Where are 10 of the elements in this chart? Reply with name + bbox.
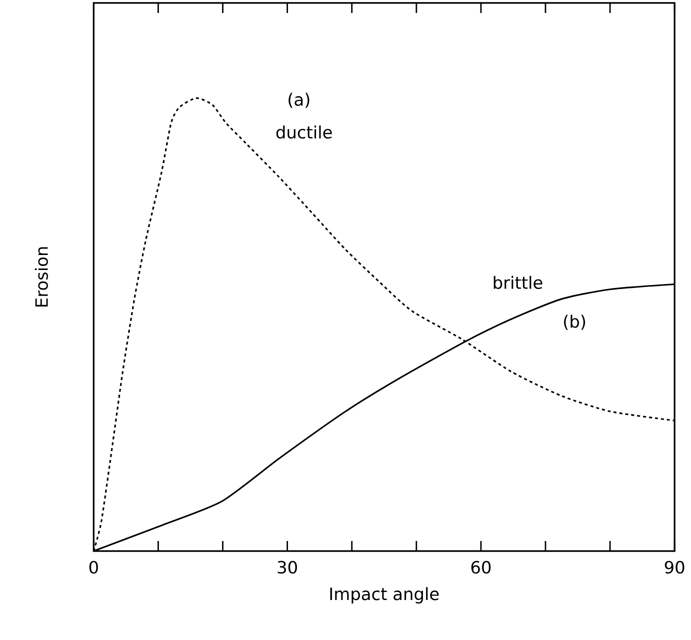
x-tick-label: 0	[89, 560, 98, 574]
x-tick-label: 60	[471, 560, 491, 574]
x-tick-label: 90	[664, 560, 684, 574]
annotation: (b)	[564, 314, 586, 330]
series-label: ductile	[276, 126, 332, 139]
y-axis-title: Erosion	[34, 247, 48, 307]
series-label: brittle	[494, 276, 542, 290]
x-tick-label: 30	[278, 560, 297, 574]
annotation: (a)	[288, 92, 310, 108]
x-axis-title: Impact angle	[330, 587, 439, 604]
